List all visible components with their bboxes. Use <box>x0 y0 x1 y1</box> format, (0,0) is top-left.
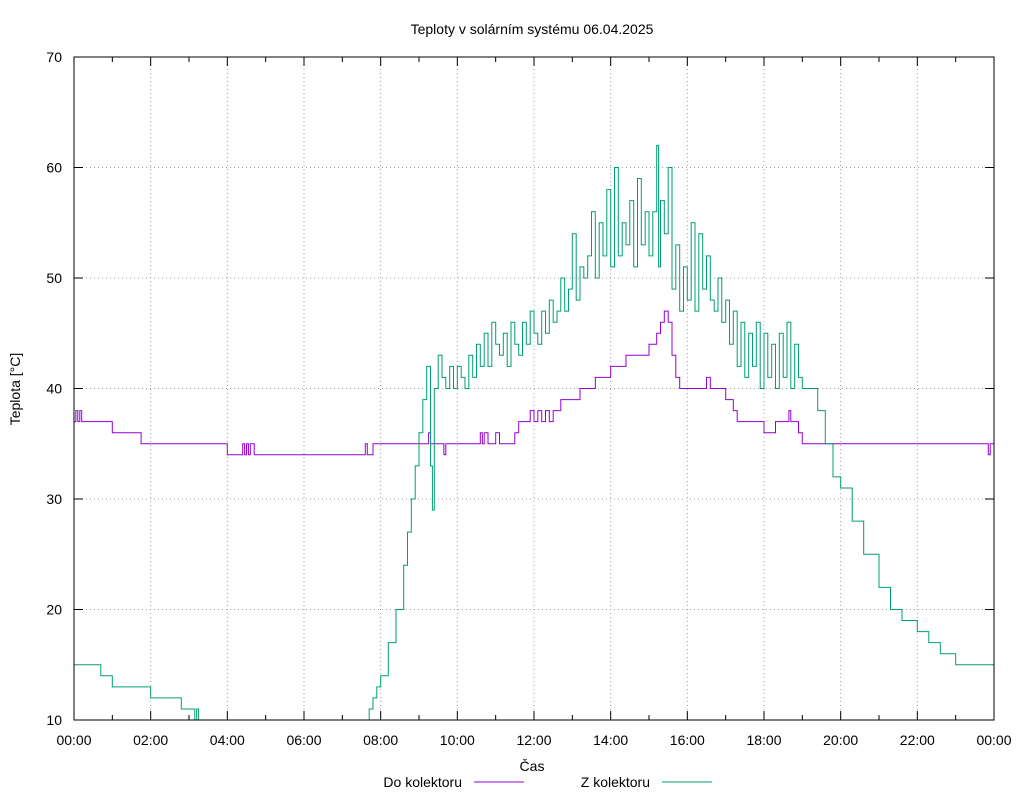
x-tick-label: 16:00 <box>670 732 705 748</box>
series-line-1 <box>74 310 994 456</box>
x-tick-label: 12:00 <box>516 732 551 748</box>
y-tick-label: 10 <box>46 712 62 728</box>
x-tick-label: 10:00 <box>440 732 475 748</box>
x-tick-label: 00:00 <box>56 732 91 748</box>
x-tick-label: 06:00 <box>286 732 321 748</box>
y-tick-label: 40 <box>46 381 62 397</box>
x-tick-label: 14:00 <box>593 732 628 748</box>
chart-title: Teploty v solárním systému 06.04.2025 <box>411 21 654 37</box>
x-tick-label: 18:00 <box>746 732 781 748</box>
y-tick-label: 70 <box>46 49 62 65</box>
y-tick-labels: 10 20 30 40 50 60 70 <box>46 49 62 728</box>
x-tick-label: 22:00 <box>900 732 935 748</box>
legend-label: Do kolektoru <box>383 774 462 790</box>
plot-frame <box>73 56 995 721</box>
x-tick-label: 04:00 <box>210 732 245 748</box>
x-tick-label: 00:00 <box>976 732 1011 748</box>
y-axis-label: Teplota [°C] <box>7 353 23 426</box>
series-lines <box>74 144 994 720</box>
y-tick-label: 50 <box>46 270 62 286</box>
series-line-2 <box>74 144 994 720</box>
x-tick-label: 08:00 <box>363 732 398 748</box>
y-tick-label: 30 <box>46 491 62 507</box>
legend-label: Z kolektoru <box>581 774 650 790</box>
legend: Do kolektoru Z kolektoru <box>383 774 712 790</box>
y-tick-label: 60 <box>46 160 62 176</box>
x-axis-label: Čas <box>520 758 545 774</box>
tick-marks <box>73 56 995 721</box>
x-tick-labels: 00:00 02:00 04:00 06:00 08:00 10:00 12:00 14:00… <box>56 732 1011 748</box>
grid-lines <box>74 57 994 720</box>
x-tick-label: 02:00 <box>133 732 168 748</box>
y-tick-label: 20 <box>46 602 62 618</box>
x-tick-label: 20:00 <box>823 732 858 748</box>
